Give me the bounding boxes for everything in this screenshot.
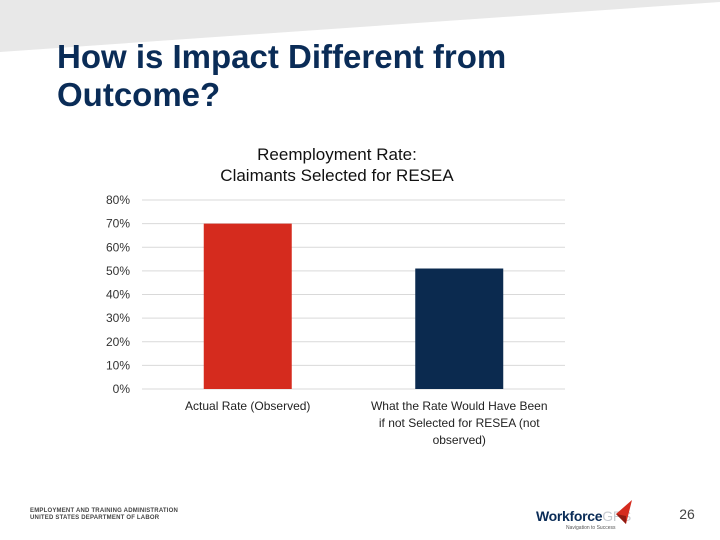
agency-line1: EMPLOYMENT AND TRAINING ADMINISTRATION: [30, 508, 179, 514]
header-band-shape: [0, 0, 720, 52]
slide-title-line1: How is Impact Different from: [57, 38, 507, 75]
chart-title: Reemployment Rate: Claimants Selected fo…: [120, 144, 554, 186]
logo-text-a: Workforce: [536, 508, 603, 524]
x-category-label: Actual Rate (Observed): [185, 399, 310, 413]
x-category-label-line: if not Selected for RESEA (not: [379, 416, 540, 430]
x-category-label-line: observed): [433, 433, 486, 447]
y-tick-label: 60%: [106, 240, 130, 254]
y-tick-label: 0%: [113, 382, 131, 396]
header-band: [0, 0, 720, 52]
x-category-label: What the Rate Would Have Been if not Sele…: [371, 399, 548, 447]
footer-agency: EMPLOYMENT AND TRAINING ADMINISTRATION U…: [30, 508, 178, 522]
paper-plane-icon: [616, 500, 632, 524]
x-category-label-line: Actual Rate (Observed): [185, 399, 310, 413]
y-tick-label: 70%: [106, 217, 130, 231]
logo-tagline: Navigation to Success: [566, 525, 616, 531]
slide-title: How is Impact Different from Outcome?: [57, 38, 657, 114]
x-category-label-line: What the Rate Would Have Been: [371, 399, 548, 413]
y-tick-label: 20%: [106, 335, 130, 349]
chart-title-line1: Reemployment Rate:: [257, 145, 417, 164]
chart-title-line2: Claimants Selected for RESEA: [220, 166, 454, 185]
bar-chart: 0% 10% 20% 30% 40% 50% 60% 70% 80% Actual Rate (O…: [106, 193, 565, 447]
workforce-gps-logo: WorkforceGPS Navigation to Success: [536, 500, 636, 532]
bar: [203, 223, 292, 389]
slide-title-line2: Outcome?: [57, 76, 221, 113]
y-tick-label: 80%: [106, 193, 130, 207]
agency-line2: UNITED STATES DEPARTMENT OF LABOR: [30, 515, 160, 521]
y-tick-label: 50%: [106, 264, 130, 278]
bar: [415, 268, 504, 389]
page-number: 26: [679, 506, 695, 522]
y-tick-label: 30%: [106, 311, 130, 325]
y-tick-label: 40%: [106, 288, 130, 302]
y-tick-label: 10%: [106, 358, 130, 372]
